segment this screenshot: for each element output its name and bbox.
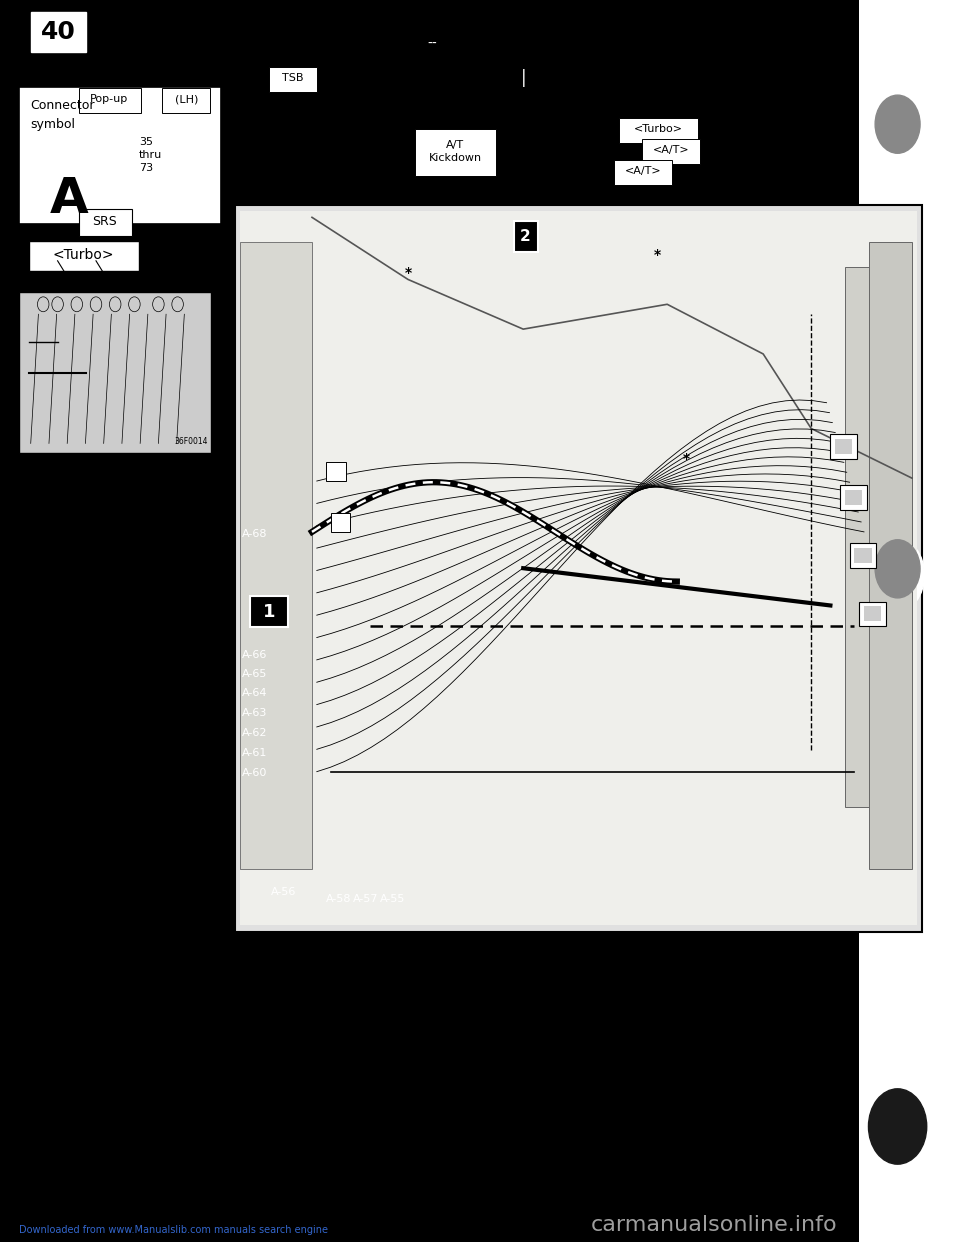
Bar — [845, 267, 883, 807]
Text: symbol: symbol — [31, 118, 76, 130]
Text: A-66: A-66 — [242, 650, 267, 660]
Bar — [514, 221, 538, 252]
Text: Pop-up: Pop-up — [90, 94, 129, 104]
Bar — [79, 209, 132, 236]
Bar — [240, 211, 917, 925]
Text: Downloaded from www.Manualslib.com manuals search engine: Downloaded from www.Manualslib.com manua… — [19, 1225, 328, 1235]
Circle shape — [867, 538, 924, 612]
Bar — [859, 601, 886, 626]
Bar — [269, 67, 317, 92]
Text: A-57: A-57 — [353, 894, 379, 904]
Bar — [850, 544, 876, 569]
Bar — [235, 205, 922, 932]
Bar — [869, 242, 912, 869]
Text: SRS: SRS — [92, 215, 117, 227]
Text: |: | — [520, 70, 526, 87]
Text: Connector: Connector — [31, 99, 95, 112]
Bar — [29, 241, 139, 271]
Bar — [19, 292, 211, 453]
Text: A/T
Kickdown: A/T Kickdown — [428, 140, 482, 163]
Text: <Turbo>: <Turbo> — [634, 124, 684, 134]
Bar — [31, 12, 86, 52]
Bar — [855, 0, 859, 1242]
Bar — [415, 129, 496, 176]
Text: <A/T>: <A/T> — [653, 145, 689, 155]
Bar — [840, 486, 867, 510]
Text: A-58: A-58 — [326, 894, 352, 904]
Bar — [250, 596, 288, 627]
Bar — [240, 242, 312, 869]
Text: 35
thru
73: 35 thru 73 — [139, 137, 162, 174]
Bar — [854, 549, 872, 564]
Text: A-60: A-60 — [242, 768, 267, 777]
Circle shape — [876, 540, 920, 597]
Bar — [859, 0, 960, 1242]
Text: A: A — [50, 175, 88, 222]
Bar — [835, 440, 852, 455]
Circle shape — [876, 96, 920, 153]
Bar — [642, 139, 700, 164]
Text: A-55: A-55 — [380, 894, 405, 904]
Bar — [845, 491, 862, 505]
Text: *: * — [404, 266, 412, 281]
Bar — [331, 513, 350, 532]
Circle shape — [860, 1088, 931, 1180]
Bar — [619, 118, 698, 143]
Circle shape — [869, 1089, 926, 1164]
Text: 36F0014: 36F0014 — [175, 437, 208, 446]
Text: (LH): (LH) — [175, 94, 198, 104]
Bar — [326, 462, 346, 481]
Text: 40: 40 — [41, 20, 76, 45]
Text: *: * — [683, 452, 690, 466]
Text: --: -- — [427, 36, 437, 51]
Text: A-68: A-68 — [242, 529, 268, 539]
Bar — [79, 88, 141, 113]
Text: A-65: A-65 — [242, 669, 267, 679]
Circle shape — [867, 93, 924, 168]
Bar — [614, 160, 672, 185]
Text: A-64: A-64 — [242, 688, 268, 698]
Bar — [830, 435, 857, 460]
Text: carmanualsonline.info: carmanualsonline.info — [590, 1215, 837, 1235]
Text: *: * — [654, 247, 661, 262]
Text: A-61: A-61 — [242, 748, 267, 758]
Text: <A/T>: <A/T> — [625, 166, 661, 176]
Bar — [19, 87, 221, 224]
Text: TSB: TSB — [282, 73, 303, 83]
Text: 1: 1 — [262, 602, 276, 621]
Bar — [864, 606, 881, 621]
Text: <Turbo>: <Turbo> — [53, 247, 114, 262]
Text: A-56: A-56 — [271, 887, 296, 897]
Text: A-63: A-63 — [242, 708, 267, 718]
Text: 2: 2 — [520, 229, 531, 245]
Bar — [162, 88, 210, 113]
Text: A-62: A-62 — [242, 728, 268, 738]
